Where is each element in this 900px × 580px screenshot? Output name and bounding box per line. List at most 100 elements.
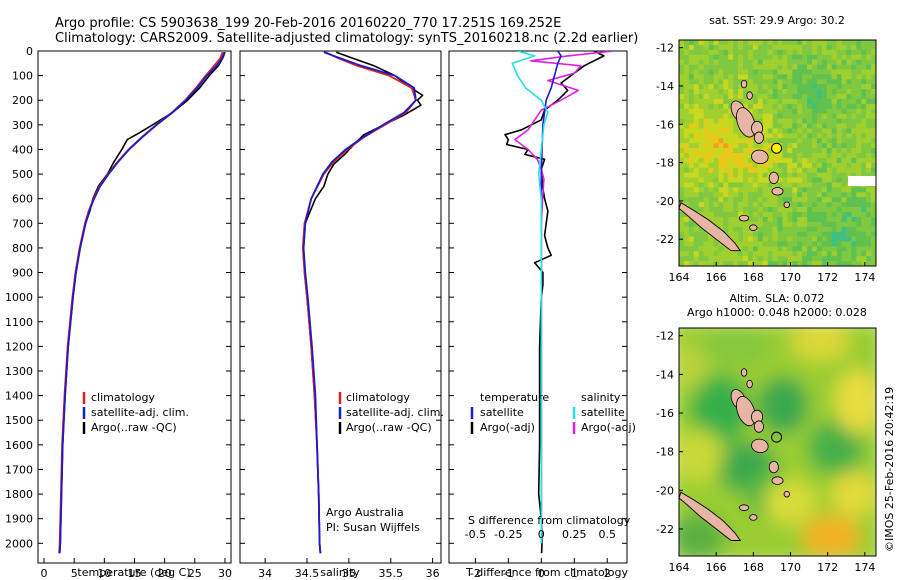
sst-cell	[703, 231, 709, 237]
sst-cell	[723, 153, 729, 159]
sst-cell	[871, 211, 876, 218]
sst-cell	[846, 143, 852, 149]
sst-cell	[807, 182, 813, 188]
sst-cell	[693, 44, 699, 51]
sst-cell	[831, 143, 837, 149]
sst-cell	[787, 113, 793, 119]
sst-cell	[866, 148, 872, 154]
sst-cell	[718, 148, 724, 154]
sst-cell	[841, 216, 847, 223]
sst-cell	[777, 177, 783, 183]
sst-cell	[821, 187, 828, 193]
sst-cell	[693, 236, 699, 242]
sst-cell	[762, 226, 768, 232]
sst-cell	[856, 162, 862, 169]
sst-cell	[738, 172, 744, 178]
sst-cell	[826, 172, 832, 178]
sst-cell	[738, 192, 744, 198]
sst-cell	[683, 69, 690, 75]
sst-cell	[861, 40, 867, 46]
sst-cell	[703, 143, 709, 149]
sst-cell	[762, 221, 768, 227]
sst-cell	[757, 64, 764, 70]
sst-cell	[688, 182, 695, 188]
sst-cell	[733, 148, 739, 154]
sst-cell	[708, 94, 714, 100]
island	[753, 420, 764, 433]
sst-cell	[762, 49, 768, 56]
sst-cell	[807, 236, 813, 242]
sst-cell	[821, 64, 828, 70]
sst-cell	[816, 167, 823, 173]
sst-cell	[836, 251, 842, 257]
sst-cell	[718, 64, 724, 70]
sst-cell	[777, 89, 783, 95]
sst-cell	[683, 84, 690, 90]
longitude-tick-label: 164	[669, 271, 690, 284]
sst-cell	[816, 44, 823, 51]
sst-cell	[688, 231, 695, 237]
sst-cell	[792, 202, 798, 208]
sst-cell	[703, 59, 709, 65]
legend-t-argo-label: Argo(-adj)	[480, 421, 535, 434]
sst-cell	[841, 98, 847, 105]
sst-cell	[698, 187, 704, 193]
sst-cell	[743, 202, 749, 208]
sst-cell	[757, 261, 764, 266]
sst-cell	[733, 54, 739, 60]
sst-cell	[723, 94, 729, 100]
sst-cell	[688, 148, 695, 154]
sst-cell	[797, 138, 803, 144]
sst-cell	[826, 89, 832, 95]
sst-cell	[787, 172, 793, 178]
sst-cell	[777, 256, 783, 262]
sst-cell	[679, 162, 685, 169]
sst-cell	[708, 89, 714, 95]
sst-cell	[861, 221, 867, 227]
sst-cell	[688, 153, 695, 159]
sst-cell	[782, 84, 788, 90]
sst-cell	[792, 44, 798, 51]
sst-cell	[807, 211, 813, 218]
sst-cell	[752, 231, 759, 237]
sst-cell	[866, 40, 872, 46]
sst-cell	[762, 59, 768, 65]
sst-cell	[861, 236, 867, 242]
sst-cell	[772, 113, 778, 119]
sst-cell	[831, 69, 837, 75]
sst-cell	[708, 162, 714, 169]
sst-cell	[688, 138, 695, 144]
sst-cell	[821, 216, 828, 223]
sst-cell	[703, 84, 709, 90]
sst-cell	[718, 256, 724, 262]
sst-cell	[747, 241, 754, 247]
sst-cell	[807, 162, 813, 169]
sst-cell	[777, 128, 783, 134]
sst-cell	[723, 54, 729, 60]
sst-cell	[826, 241, 832, 247]
header-line1: Argo profile: CS 5903638_199 20-Feb-2016…	[55, 16, 561, 31]
sst-cell	[723, 64, 729, 70]
depth-tick-label: 700	[12, 217, 33, 230]
sst-cell	[836, 148, 842, 154]
sst-cell	[743, 94, 749, 100]
sst-cell	[782, 226, 788, 232]
sst-cell	[792, 54, 798, 60]
difference-xtick-label: 2	[604, 567, 611, 580]
sst-cell	[747, 261, 754, 266]
sst-cell	[708, 79, 714, 85]
sst-cell	[782, 211, 788, 218]
sst-cell	[688, 64, 695, 70]
sst-cell	[723, 143, 729, 149]
sst-cell	[772, 202, 778, 208]
sst-cell	[708, 138, 714, 144]
sst-cell	[703, 118, 709, 124]
s-difference-tick-label: 0	[538, 528, 545, 541]
sst-cell	[693, 113, 699, 119]
sst-cell	[811, 89, 818, 95]
temperature-xtick-label: 15	[128, 567, 142, 580]
sst-cell	[708, 157, 714, 164]
sst-cell	[723, 167, 729, 173]
sst-cell	[782, 44, 788, 51]
sst-cell	[846, 241, 852, 247]
